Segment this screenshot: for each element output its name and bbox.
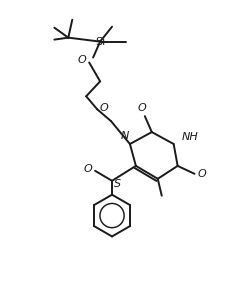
Text: NH: NH — [182, 132, 198, 142]
Text: O: O — [100, 103, 109, 113]
Text: O: O — [84, 164, 93, 174]
Text: O: O — [197, 169, 206, 179]
Text: N: N — [121, 131, 129, 141]
Text: S: S — [114, 179, 121, 189]
Text: Si: Si — [95, 37, 105, 47]
Text: O: O — [137, 103, 146, 113]
Text: O: O — [78, 55, 86, 66]
